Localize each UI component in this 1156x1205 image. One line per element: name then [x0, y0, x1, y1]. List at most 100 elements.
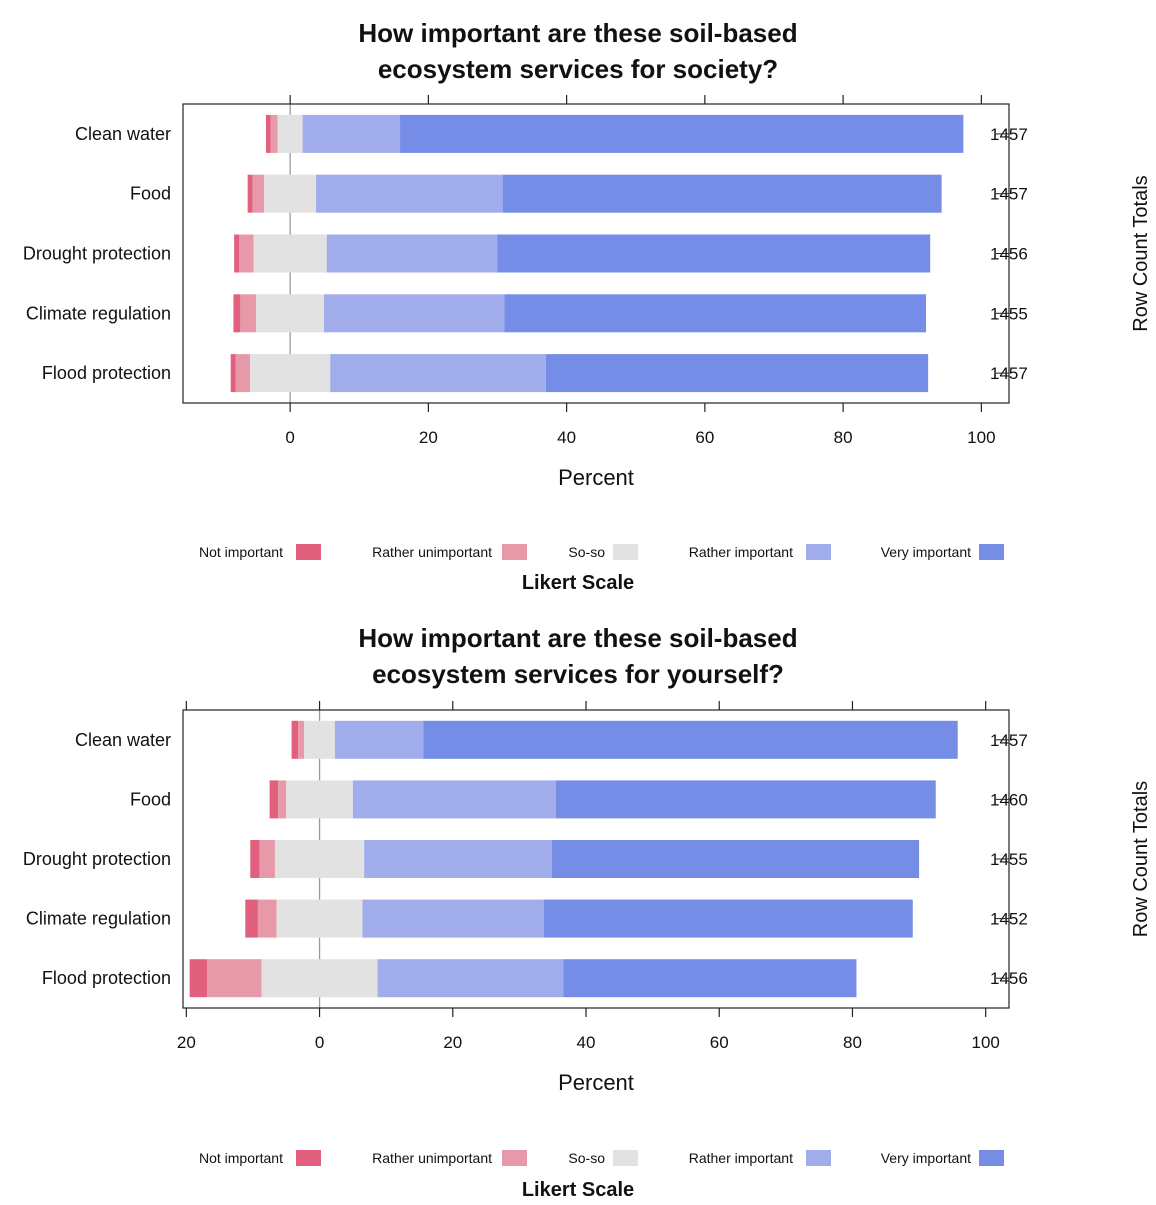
legend-title: Likert Scale: [522, 1179, 634, 1200]
bar-segment: [563, 959, 857, 998]
bar-segment: [250, 840, 260, 878]
legend-label: Not important: [199, 544, 283, 560]
bar-segment: [324, 294, 505, 333]
bar-segment: [543, 899, 913, 938]
bar-segment: [545, 354, 929, 393]
x-tick-label: 60: [710, 1033, 729, 1052]
bar-segment: [326, 234, 498, 273]
category-label: Drought protection: [23, 244, 171, 264]
bar-segment: [352, 780, 557, 819]
x-tick-label: 60: [695, 428, 714, 447]
legend-swatch: [613, 544, 638, 560]
legend-swatch: [806, 544, 831, 560]
category-label: Food: [130, 184, 171, 204]
chart-title-line: How important are these soil-based: [358, 623, 797, 653]
bar-segment: [556, 780, 936, 819]
bar-segment: [234, 234, 239, 273]
bar-segment: [291, 720, 299, 759]
bar-segment: [238, 234, 254, 273]
bar-segment: [274, 840, 365, 878]
bar-segment: [362, 899, 544, 938]
category-label: Flood protection: [42, 968, 171, 988]
x-tick-label: 20: [177, 1033, 196, 1052]
bar-segment: [252, 174, 265, 213]
bar-segment: [298, 720, 305, 759]
legend-swatch: [806, 1150, 831, 1166]
chart-panel-2: How important are these soil-based ecosys…: [23, 623, 1152, 1201]
category-label: Drought protection: [23, 849, 171, 869]
legend-label: Very important: [881, 1150, 971, 1166]
x-tick-label: 80: [834, 428, 853, 447]
bar-segment: [240, 294, 257, 333]
x-tick-label: 40: [557, 428, 576, 447]
x-tick-label: 40: [577, 1033, 596, 1052]
x-tick-label: 20: [419, 428, 438, 447]
bar-segment: [502, 174, 942, 213]
bar-segment: [497, 234, 931, 273]
category-label: Clean water: [75, 730, 171, 750]
x-tick-label: 0: [315, 1033, 324, 1052]
plot-frame: [182, 709, 1010, 1009]
bar-segment: [264, 174, 317, 213]
bar-segment: [304, 720, 335, 759]
legend-label: So-so: [568, 1150, 605, 1166]
legend-title: Likert Scale: [522, 572, 634, 594]
legend-swatch: [502, 544, 527, 560]
bar-segment: [270, 114, 278, 153]
chart-title-line: How important are these soil-based: [358, 18, 797, 48]
bar-segment: [253, 234, 327, 273]
legend-swatch: [613, 1150, 638, 1166]
bar-segment: [245, 899, 258, 938]
bar-segment: [552, 840, 920, 878]
bar-segment: [247, 174, 253, 213]
legend-label: Rather important: [689, 544, 793, 560]
legend-label: Very important: [881, 544, 971, 560]
legend: Not important Rather unimportant So-so Rath…: [199, 544, 1004, 594]
bar-segment: [400, 114, 964, 153]
row-count-totals-title: Row Count Totals: [1130, 781, 1152, 937]
bar-segment: [316, 174, 503, 213]
bar-segment: [189, 959, 207, 998]
x-tick-label: 100: [967, 428, 995, 447]
bar-segment: [250, 354, 331, 393]
x-tick-label: 80: [843, 1033, 862, 1052]
legend-label: Rather unimportant: [372, 1150, 492, 1166]
plot-frame: [182, 103, 1010, 404]
legend-swatch: [502, 1150, 527, 1166]
chart-title-line: ecosystem services for society?: [378, 54, 778, 84]
legend-label: Rather important: [689, 1150, 793, 1166]
bar-segment: [259, 840, 275, 878]
legend-label: So-so: [568, 544, 605, 560]
bar-segment: [235, 354, 251, 393]
bar-segment: [257, 899, 277, 938]
bar-segment: [334, 720, 424, 759]
bar-segment: [265, 114, 271, 153]
legend-swatch: [979, 1150, 1004, 1166]
bar-segment: [302, 114, 401, 153]
row-count-totals-title: Row Count Totals: [1130, 175, 1152, 331]
bar-segment: [423, 720, 958, 759]
bar-segment: [330, 354, 546, 393]
category-label: Flood protection: [42, 363, 171, 383]
bar-segment: [286, 780, 353, 819]
chart-title-line: ecosystem services for yourself?: [372, 659, 784, 689]
bar-segment: [364, 840, 553, 878]
legend-label: Rather unimportant: [372, 544, 492, 560]
bar-segment: [278, 780, 287, 819]
legend-swatch: [296, 1150, 321, 1166]
category-label: Food: [130, 789, 171, 809]
bar-segment: [277, 114, 303, 153]
x-tick-label: 100: [971, 1033, 999, 1052]
category-label: Climate regulation: [26, 909, 171, 929]
legend-swatch: [979, 544, 1004, 560]
bar-segment: [504, 294, 927, 333]
bar-segment: [206, 959, 262, 998]
x-tick-label: 20: [443, 1033, 462, 1052]
category-label: Clean water: [75, 124, 171, 144]
bar-segment: [256, 294, 325, 333]
bar-segment: [269, 780, 279, 819]
bar-segment: [261, 959, 378, 998]
chart-panel-1: How important are these soil-based ecosys…: [23, 18, 1152, 594]
